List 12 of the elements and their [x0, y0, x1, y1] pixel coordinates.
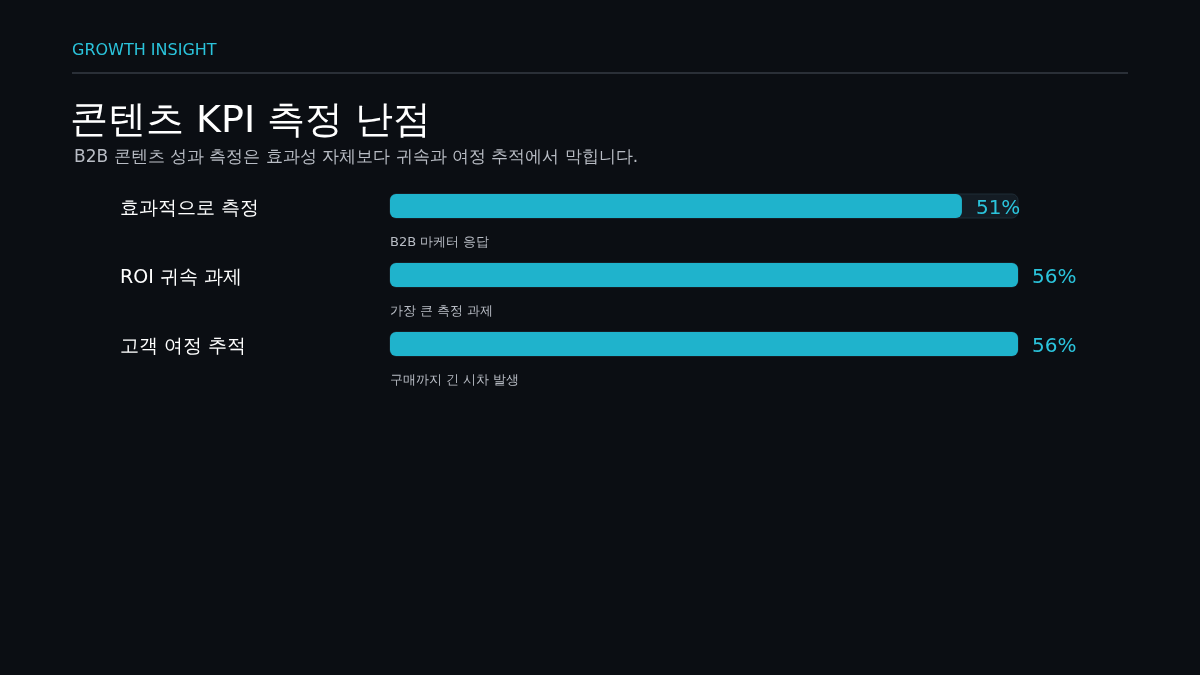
data-label: 51% — [975, 195, 1021, 219]
data-label: 56% — [1032, 333, 1077, 357]
data-label: 56% — [1032, 264, 1077, 288]
chart-subtitle: B2B 콘텐츠 성과 측정은 효과성 자체보다 귀속과 여정 추적에서 막힙니다. — [74, 146, 639, 166]
annotation: 구매까지 긴 시차 발생 — [390, 372, 520, 387]
chart-title: 콘텐츠 KPI 측정 난점 — [70, 97, 432, 141]
y-tick-label: ROI 귀속 과제 — [120, 265, 242, 287]
text: GROWTH INSIGHT — [72, 40, 217, 59]
y-tick-label: 고객 여정 추적 — [120, 334, 247, 356]
y-tick-label: 효과적으로 측정 — [120, 196, 260, 218]
annotation: B2B 마케터 응답 — [390, 234, 490, 249]
annotation: 가장 큰 측정 과제 — [390, 303, 494, 318]
